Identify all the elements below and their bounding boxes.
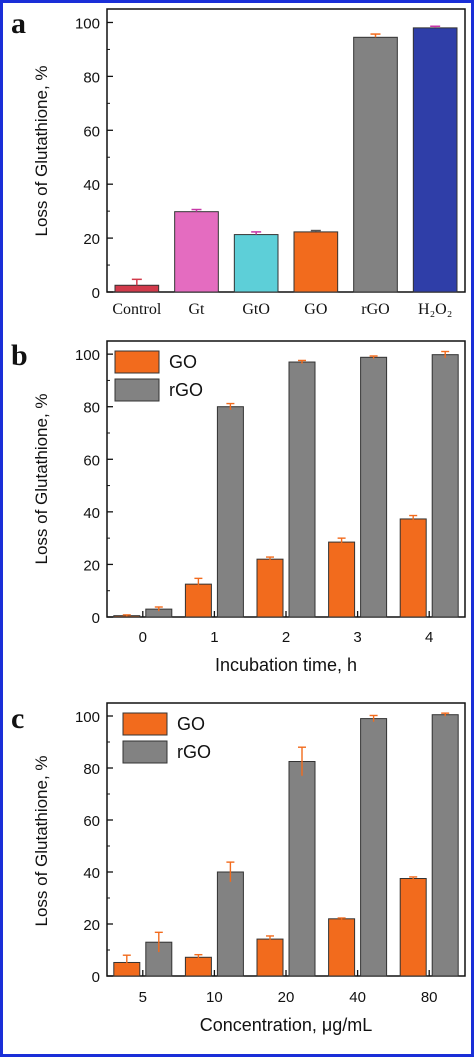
bar (293, 231, 339, 293)
y-tick-label: 100 (75, 709, 100, 726)
axes-frame (106, 8, 466, 293)
bar-rgo (360, 718, 388, 977)
x-tick-label: H₂O₂ (418, 301, 452, 318)
x-tick-label: GO (304, 301, 327, 318)
bar-go (399, 518, 427, 618)
y-tick-label: 80 (83, 761, 100, 778)
y-tick-label: 100 (75, 347, 100, 364)
bar-rgo (431, 714, 459, 977)
y-tick-label: 80 (83, 69, 100, 86)
bar-rgo (288, 761, 316, 977)
y-tick-label: 0 (92, 610, 100, 627)
y-tick-label: 60 (83, 813, 100, 830)
legend-label-rgo: rGO (169, 380, 203, 400)
bar-go (184, 956, 212, 977)
legend-label-go: GO (177, 714, 205, 734)
legend-swatch-rgo (114, 378, 160, 402)
y-tick-label: 20 (83, 231, 100, 248)
legend-swatch-rgo (122, 740, 168, 764)
bar-rgo (431, 354, 459, 618)
y-tick-label: 20 (83, 917, 100, 934)
legend-swatch-go (122, 712, 168, 736)
legend-label-rgo: rGO (177, 742, 211, 762)
panel-label-c: c (11, 702, 24, 735)
bar (174, 211, 219, 293)
x-tick-label: GtO (242, 301, 270, 318)
x-tick-label: 5 (139, 989, 147, 1006)
bar-go (328, 918, 356, 977)
bar-rgo (216, 871, 244, 977)
y-tick-label: 60 (83, 452, 100, 469)
panel-label-a: a (11, 7, 26, 40)
y-tick-label: 100 (75, 15, 100, 32)
y-tick-label: 40 (83, 505, 100, 522)
bar (353, 36, 398, 293)
x-tick-label: 3 (353, 629, 361, 646)
y-axis-label: Loss of Glutathione, % (32, 393, 51, 564)
x-tick-label: 0 (139, 629, 147, 646)
bar-rgo (288, 361, 316, 618)
x-axis-label: Concentration, μg/mL (200, 1015, 372, 1035)
bar-go (328, 541, 356, 618)
legend-label-go: GO (169, 352, 197, 372)
chart-panel-c: c 0 20 40 60 80 100 Loss of Glutathione, % Conc… (11, 702, 466, 1035)
y-tick-label: 80 (83, 400, 100, 417)
bar-go (399, 878, 427, 977)
chart-panel-a: a 0 20 40 60 80 100 Loss of Glutathione, % Cont… (11, 7, 466, 318)
y-tick-label: 0 (92, 969, 100, 986)
x-tick-label: Control (112, 301, 161, 318)
x-tick-label: Gt (189, 301, 206, 318)
x-tick-label: 10 (206, 989, 223, 1006)
y-axis-label: Loss of Glutathione, % (32, 65, 51, 236)
y-tick-label: 20 (83, 557, 100, 574)
bar (233, 234, 279, 293)
x-tick-label: 20 (278, 989, 295, 1006)
x-tick-label: 80 (421, 989, 438, 1006)
bar-go (256, 558, 284, 618)
bar (412, 27, 458, 293)
y-tick-label: 60 (83, 123, 100, 140)
x-tick-label: rGO (361, 301, 389, 318)
bar (114, 284, 160, 293)
x-tick-label: 2 (282, 629, 290, 646)
bar-rgo (360, 356, 388, 618)
x-tick-label: 4 (425, 629, 433, 646)
legend-swatch-go (114, 350, 160, 374)
y-axis-label: Loss of Glutathione, % (32, 755, 51, 926)
y-tick-label: 0 (92, 285, 100, 302)
x-axis-label: Incubation time, h (215, 655, 357, 675)
plot-area-a: 0 20 40 60 80 100 Loss of Glutathione, % Contro… (32, 8, 466, 318)
bar-go (256, 938, 284, 977)
y-tick-label: 40 (83, 177, 100, 194)
plot-area-c: 0 20 40 60 80 100 Loss of Glutathione, % Concen… (32, 702, 466, 1035)
panel-label-b: b (11, 339, 28, 372)
y-tick-label: 40 (83, 865, 100, 882)
x-tick-label: 1 (210, 629, 218, 646)
bar-rgo (216, 406, 244, 618)
x-tick-label: 40 (349, 989, 366, 1006)
